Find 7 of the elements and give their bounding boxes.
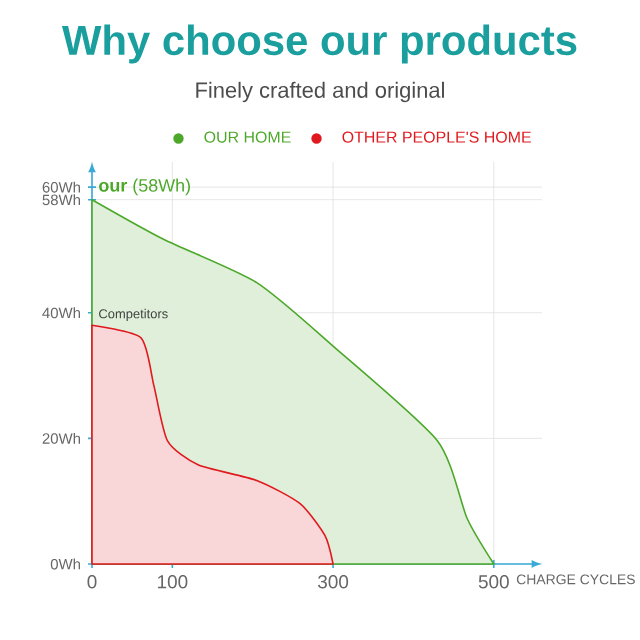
x-tick-label: 100 xyxy=(158,575,188,589)
chart-title: Why choose our products xyxy=(61,24,577,64)
x-tick-label: 0 xyxy=(87,575,97,589)
x-tick-label: 300 xyxy=(318,575,349,589)
chart-subtitle: Finely crafted and original xyxy=(196,81,444,103)
annotation: our (58Wh) xyxy=(99,178,190,196)
x-tick-label: 500 xyxy=(478,575,509,589)
